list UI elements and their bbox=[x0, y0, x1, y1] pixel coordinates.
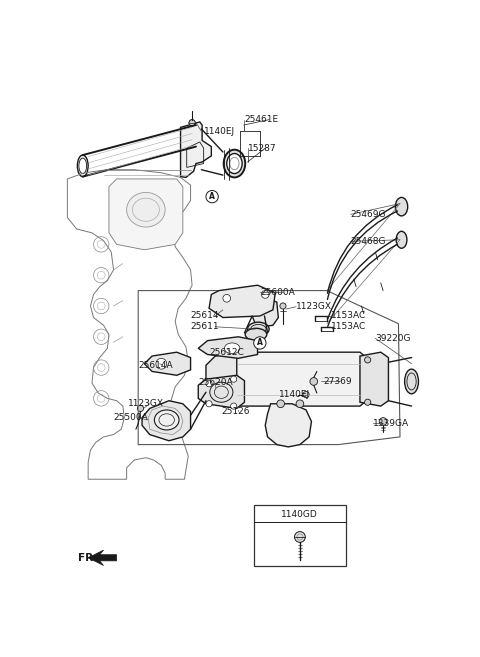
Text: 25461E: 25461E bbox=[244, 115, 278, 124]
Circle shape bbox=[189, 120, 195, 125]
Ellipse shape bbox=[127, 193, 165, 227]
Circle shape bbox=[379, 418, 387, 425]
Text: A: A bbox=[257, 338, 263, 348]
Circle shape bbox=[303, 392, 309, 397]
Ellipse shape bbox=[396, 197, 408, 216]
Polygon shape bbox=[265, 404, 312, 447]
Polygon shape bbox=[109, 179, 183, 250]
Text: 25612C: 25612C bbox=[209, 348, 244, 357]
Text: 27369: 27369 bbox=[323, 377, 352, 386]
Text: A: A bbox=[209, 192, 215, 201]
Polygon shape bbox=[360, 352, 388, 406]
Ellipse shape bbox=[405, 369, 419, 394]
Text: 15287: 15287 bbox=[248, 144, 276, 152]
Ellipse shape bbox=[248, 322, 269, 336]
Text: 1140EJ: 1140EJ bbox=[279, 390, 310, 399]
Polygon shape bbox=[209, 285, 275, 317]
Text: 25620A: 25620A bbox=[198, 378, 233, 388]
Text: 25611: 25611 bbox=[191, 323, 219, 331]
Ellipse shape bbox=[77, 155, 88, 177]
Circle shape bbox=[156, 358, 167, 369]
Circle shape bbox=[262, 290, 269, 298]
Ellipse shape bbox=[224, 150, 245, 177]
Circle shape bbox=[365, 357, 371, 363]
Text: 1153AC: 1153AC bbox=[331, 323, 366, 331]
Text: 39220G: 39220G bbox=[375, 334, 411, 343]
Circle shape bbox=[254, 337, 266, 349]
Text: 25614A: 25614A bbox=[138, 361, 173, 370]
Polygon shape bbox=[206, 352, 237, 406]
Text: 25126: 25126 bbox=[221, 407, 250, 416]
Polygon shape bbox=[242, 298, 278, 327]
Circle shape bbox=[223, 294, 230, 302]
Circle shape bbox=[206, 380, 212, 387]
Text: 1153AC: 1153AC bbox=[331, 311, 366, 321]
Polygon shape bbox=[228, 352, 369, 406]
Bar bbox=[254, 505, 346, 566]
Circle shape bbox=[137, 405, 144, 411]
Text: 25600A: 25600A bbox=[260, 288, 295, 296]
Circle shape bbox=[230, 403, 237, 409]
Polygon shape bbox=[180, 122, 211, 177]
Polygon shape bbox=[88, 550, 117, 566]
Circle shape bbox=[189, 120, 195, 125]
Circle shape bbox=[295, 532, 305, 543]
Circle shape bbox=[280, 303, 286, 309]
Circle shape bbox=[296, 400, 304, 407]
Text: 25469G: 25469G bbox=[351, 210, 386, 219]
Ellipse shape bbox=[227, 154, 242, 173]
Polygon shape bbox=[142, 401, 191, 441]
Ellipse shape bbox=[155, 410, 179, 430]
Circle shape bbox=[277, 400, 285, 407]
Ellipse shape bbox=[225, 343, 240, 353]
Polygon shape bbox=[198, 375, 244, 409]
Ellipse shape bbox=[245, 328, 267, 340]
Circle shape bbox=[365, 399, 371, 405]
Text: 25500A: 25500A bbox=[114, 413, 148, 422]
Text: 25468G: 25468G bbox=[351, 237, 386, 246]
Text: FR.: FR. bbox=[78, 553, 97, 563]
Ellipse shape bbox=[396, 231, 407, 248]
Text: 1339GA: 1339GA bbox=[373, 419, 409, 428]
Text: 1123GX: 1123GX bbox=[296, 302, 332, 311]
Text: 25614: 25614 bbox=[191, 311, 219, 321]
Circle shape bbox=[310, 378, 318, 385]
Circle shape bbox=[230, 376, 237, 382]
Circle shape bbox=[206, 401, 212, 407]
Text: 1140EJ: 1140EJ bbox=[204, 127, 235, 136]
Polygon shape bbox=[198, 337, 258, 358]
Text: 1140GD: 1140GD bbox=[281, 510, 317, 519]
Circle shape bbox=[206, 191, 218, 203]
Ellipse shape bbox=[79, 158, 86, 173]
Text: 1123GX: 1123GX bbox=[128, 399, 164, 408]
Polygon shape bbox=[144, 352, 191, 375]
